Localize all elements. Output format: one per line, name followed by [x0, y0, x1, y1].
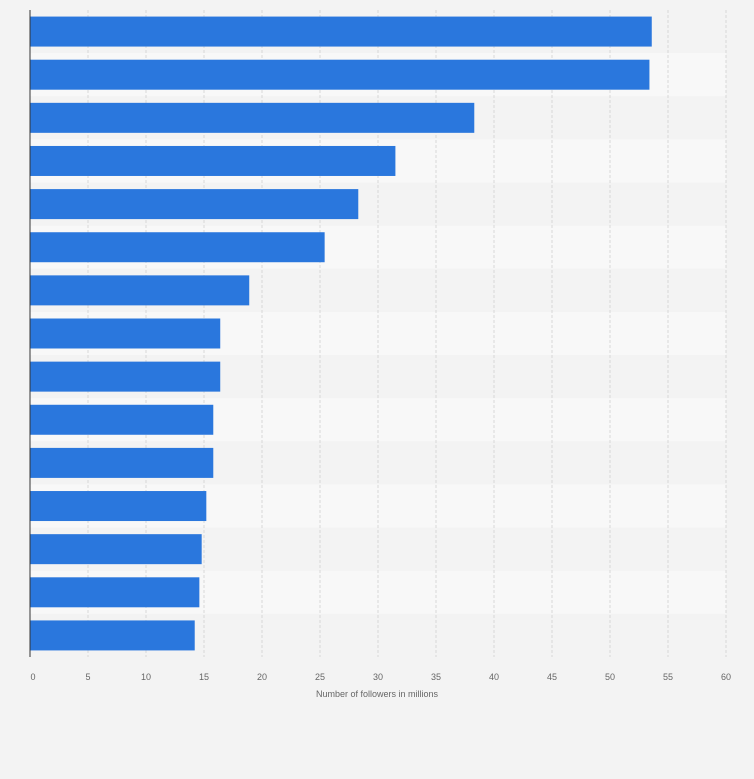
bar: [30, 59, 650, 90]
bar: [30, 534, 202, 565]
x-tick-label: 50: [605, 672, 615, 682]
bar: [30, 491, 207, 522]
bars: [30, 16, 652, 651]
x-tick-label: 40: [489, 672, 499, 682]
x-tick-label: 35: [431, 672, 441, 682]
x-tick-label: 5: [85, 672, 90, 682]
x-axis-ticks: 0 5 10 15 20 25 30 35 40 45 50 55 60: [30, 672, 731, 682]
bar: [30, 102, 475, 133]
bar: [30, 232, 325, 263]
bar: [30, 16, 652, 47]
bar: [30, 447, 214, 478]
bar: [30, 577, 200, 608]
x-tick-label: 20: [257, 672, 267, 682]
bar: [30, 275, 250, 306]
x-tick-label: 10: [141, 672, 151, 682]
x-tick-label: 25: [315, 672, 325, 682]
bar: [30, 361, 221, 392]
x-axis-title: Number of followers in millions: [316, 689, 439, 699]
bar: [30, 189, 359, 220]
x-tick-label: 55: [663, 672, 673, 682]
x-tick-label: 30: [373, 672, 383, 682]
x-tick-label: 15: [199, 672, 209, 682]
x-tick-label: 60: [721, 672, 731, 682]
x-tick-label: 0: [30, 672, 35, 682]
bar: [30, 404, 214, 435]
x-tick-label: 45: [547, 672, 557, 682]
bar: [30, 620, 195, 651]
bar: [30, 145, 396, 176]
bar: [30, 318, 221, 349]
